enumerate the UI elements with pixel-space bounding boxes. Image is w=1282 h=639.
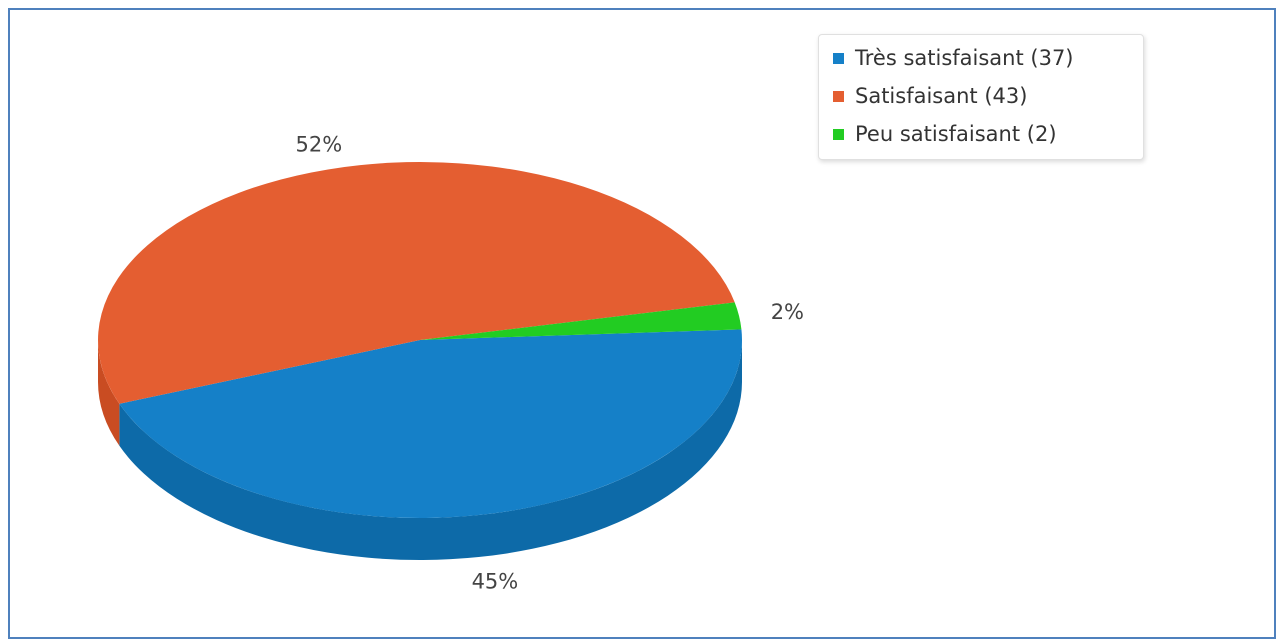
pie-chart: 45% 52% 2% <box>98 133 804 594</box>
legend-label: Très satisfaisant (37) <box>855 46 1074 70</box>
pie-labels: 45% 52% 2% <box>295 133 804 594</box>
slice-tr-s-satisfaisant <box>119 329 743 519</box>
slice-label-satisfaisant: 52% <box>295 133 342 157</box>
slice-side-satisfaisant <box>98 340 120 446</box>
chart-frame: 45% 52% 2% Très satisfaisant (37) Satisfai… <box>8 8 1276 639</box>
legend-swatch <box>833 128 844 140</box>
slice-label-tr-s-satisfaisant: 45% <box>472 569 519 593</box>
pie-tops <box>98 162 743 519</box>
legend: Très satisfaisant (37) Satisfaisant (43)… <box>818 34 1144 160</box>
legend-label: Peu satisfaisant (2) <box>855 122 1057 146</box>
slice-side-tr-s-satisfaisant <box>119 340 742 561</box>
pie-sides <box>98 340 742 561</box>
legend-item-satisfaisant[interactable]: Satisfaisant (43) <box>819 77 1143 115</box>
legend-swatch <box>833 90 844 102</box>
legend-item-tres-satisfaisant[interactable]: Très satisfaisant (37) <box>819 39 1143 77</box>
slice-label-peu-satisfaisant: 2% <box>771 300 804 324</box>
slice-satisfaisant <box>98 162 735 404</box>
legend-swatch <box>833 52 844 64</box>
legend-label: Satisfaisant (43) <box>855 84 1028 108</box>
legend-item-peu-satisfaisant[interactable]: Peu satisfaisant (2) <box>819 115 1143 153</box>
slice-peu-satisfaisant <box>420 302 742 340</box>
